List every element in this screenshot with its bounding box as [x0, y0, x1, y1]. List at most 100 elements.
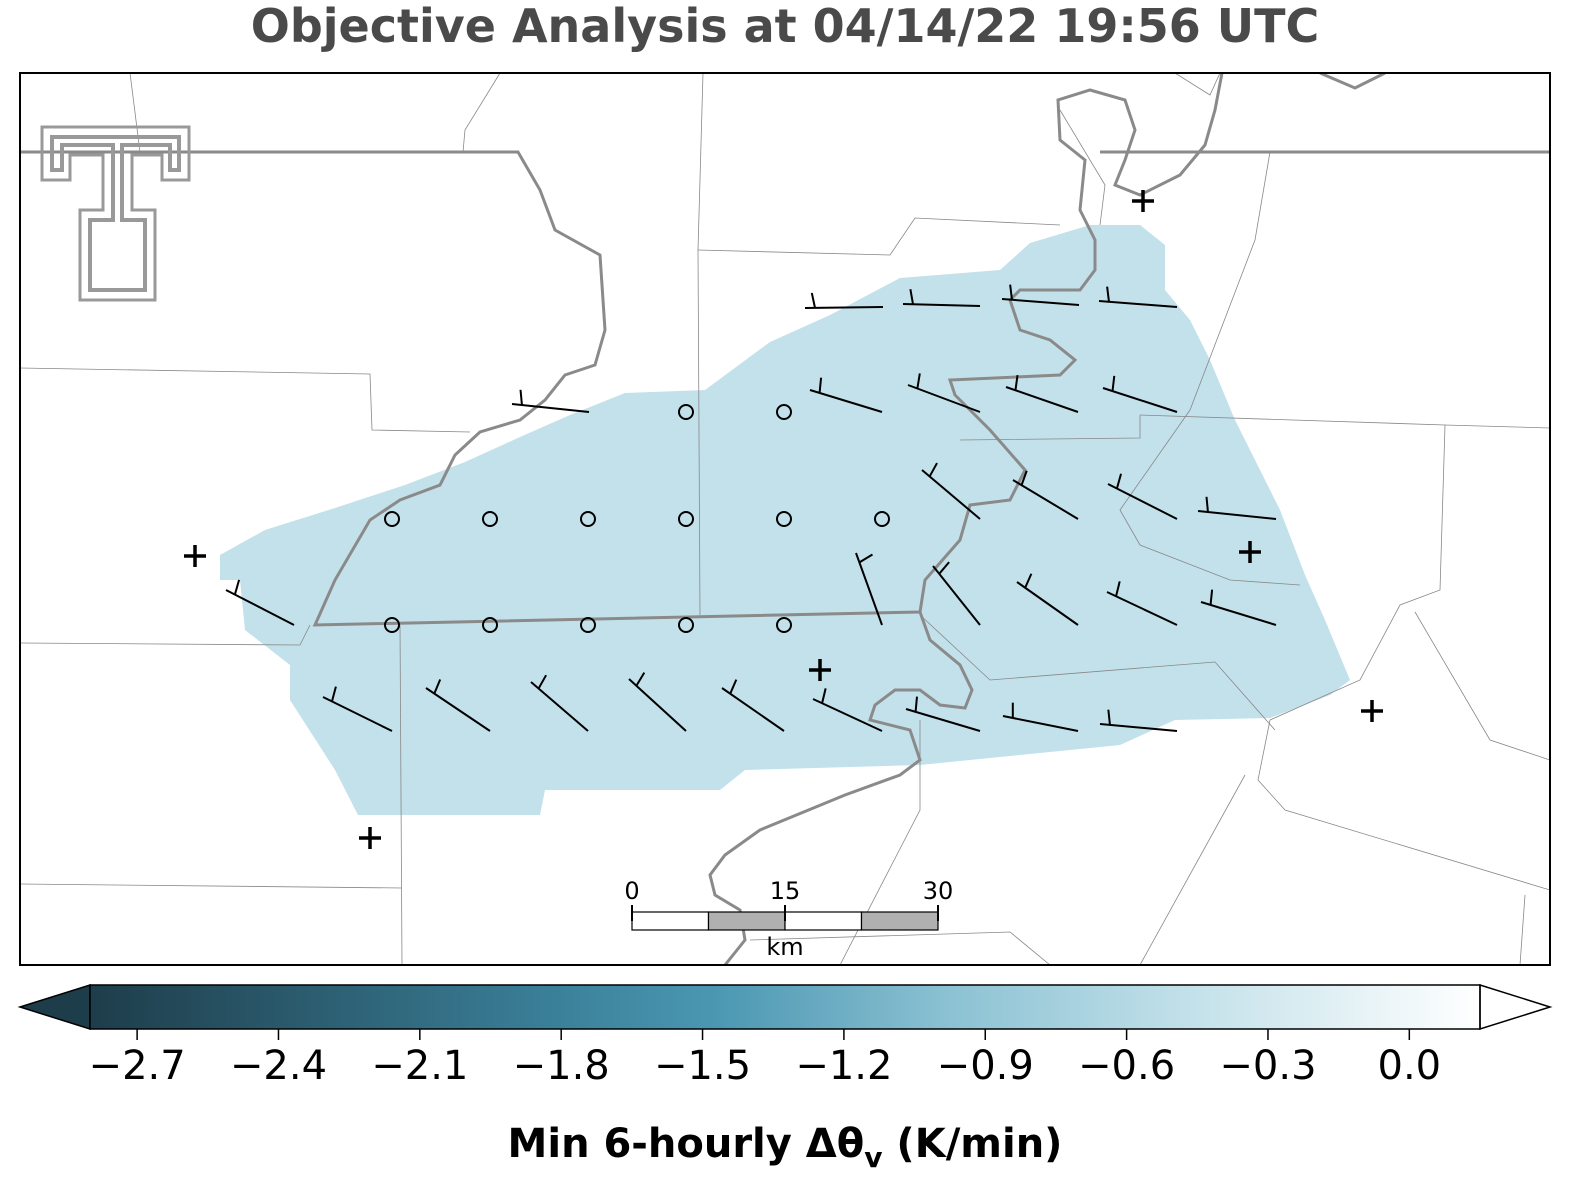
barb-shaft	[530, 681, 589, 732]
barb-shaft	[1012, 479, 1079, 520]
barb-flag	[331, 686, 337, 702]
scale-bar: 0 15 30 km	[624, 877, 953, 961]
barb-shaft	[721, 687, 785, 732]
barb-shaft	[425, 687, 491, 732]
barb-flag	[635, 672, 646, 687]
barb-flag	[1106, 286, 1110, 302]
scale-unit: km	[766, 933, 803, 961]
barb-flag	[1209, 589, 1214, 606]
barb-shaft	[511, 403, 590, 413]
logo	[40, 125, 191, 302]
barb-flag	[928, 462, 938, 477]
barb-flag	[1115, 473, 1122, 489]
colorbar-tick-label: −2.1	[371, 1043, 468, 1089]
analysis-shading	[220, 225, 1350, 815]
calm-circle	[580, 617, 596, 633]
scale-label: 30	[923, 877, 954, 905]
barb-flag	[938, 561, 950, 575]
colorbar-tick-label: −2.7	[89, 1043, 186, 1089]
colorbar-label: Min 6-hourly Δθv (K/min)	[508, 1121, 1063, 1174]
barb-flag	[821, 688, 827, 704]
colorbar-frame	[89, 984, 1481, 1030]
colorbar-extend-high	[1479, 983, 1553, 1031]
barb-shaft	[921, 469, 981, 520]
barb-shaft	[1016, 581, 1079, 626]
barb-shaft	[809, 389, 883, 413]
scale-segment	[707, 911, 786, 931]
barb-shaft	[1098, 300, 1178, 308]
wind-barbs	[225, 284, 1277, 732]
colorbar-tick-label: −0.9	[937, 1043, 1034, 1089]
calm-circle	[482, 511, 498, 527]
barb-shaft	[1107, 483, 1178, 520]
title: Objective Analysis at 04/14/22 19:56 UTC	[251, 0, 1320, 53]
calm-circle	[776, 511, 792, 527]
barb-flag	[519, 389, 523, 406]
scale-segment	[631, 911, 710, 931]
barb-flag	[1111, 375, 1116, 392]
calm-circle	[482, 617, 498, 633]
major-boundaries	[20, 73, 1550, 965]
barb-flag	[537, 674, 547, 690]
barb-flag	[1024, 573, 1033, 589]
barb-flag	[729, 679, 738, 695]
barb-shaft	[907, 384, 981, 413]
calm-circle	[874, 511, 890, 527]
barb-flag	[233, 579, 241, 595]
barb-flag	[1020, 470, 1028, 486]
barb-flag	[433, 679, 442, 694]
colorbar-tick-label: −0.6	[1078, 1043, 1175, 1089]
map	[20, 73, 1550, 965]
colorbar-tick-label: −2.4	[230, 1043, 327, 1089]
calm-winds	[384, 404, 890, 633]
barb-shaft	[628, 678, 687, 732]
barb-shaft	[902, 303, 981, 307]
barb-shaft	[1005, 386, 1079, 413]
calm-circle	[776, 404, 792, 420]
scale-segment	[784, 911, 863, 931]
barb-shaft	[812, 698, 883, 732]
barb-flag	[810, 292, 816, 309]
barb-flag	[1014, 374, 1019, 391]
barb-flag	[1205, 496, 1209, 513]
scale-segment	[860, 911, 939, 931]
barb-shaft	[1102, 387, 1178, 413]
calm-circle	[678, 511, 694, 527]
colorbar-tick-label: 0.0	[1378, 1043, 1442, 1089]
scale-label: 0	[624, 877, 639, 905]
barb-shaft	[855, 552, 883, 626]
calm-circle	[776, 617, 792, 633]
calm-circle	[384, 511, 400, 527]
label-subscript: v	[864, 1141, 882, 1174]
barb-flag	[818, 377, 823, 394]
colorbar-tick-label: −1.5	[654, 1043, 751, 1089]
barb-shaft	[322, 696, 393, 732]
calm-circle	[678, 617, 694, 633]
calm-circle	[678, 404, 694, 420]
colorbar-tick-label: −1.2	[795, 1043, 892, 1089]
barb-flag	[1115, 581, 1121, 597]
colorbar-tick-label: −1.8	[513, 1043, 610, 1089]
barb-shaft	[905, 708, 981, 732]
barb-flag	[858, 553, 874, 564]
barb-shaft	[1001, 298, 1080, 306]
colorbar: −2.7 −2.4 −2.1 −1.8 −1.5 −1.2 −0.9 −0.6 −0.3 0.0	[17, 983, 1553, 1089]
calm-circle	[384, 617, 400, 633]
barb-shaft	[804, 306, 884, 309]
barb-shaft	[932, 565, 981, 626]
barb-shaft	[1106, 591, 1178, 626]
calm-circle	[580, 511, 596, 527]
barb-flag	[909, 289, 914, 305]
map-frame	[19, 72, 1551, 966]
stations	[184, 190, 1383, 849]
barb-shaft	[225, 589, 295, 626]
label-main: Min 6-hourly Δθ	[508, 1121, 865, 1167]
colorbar-tick-label: −0.3	[1219, 1043, 1316, 1089]
barb-flag	[1009, 284, 1013, 300]
barb-flag	[914, 696, 918, 712]
barb-flag	[916, 373, 921, 389]
barb-flag	[1107, 709, 1111, 726]
barb-shaft	[1197, 510, 1277, 520]
colorbar-extend-low	[17, 983, 91, 1031]
